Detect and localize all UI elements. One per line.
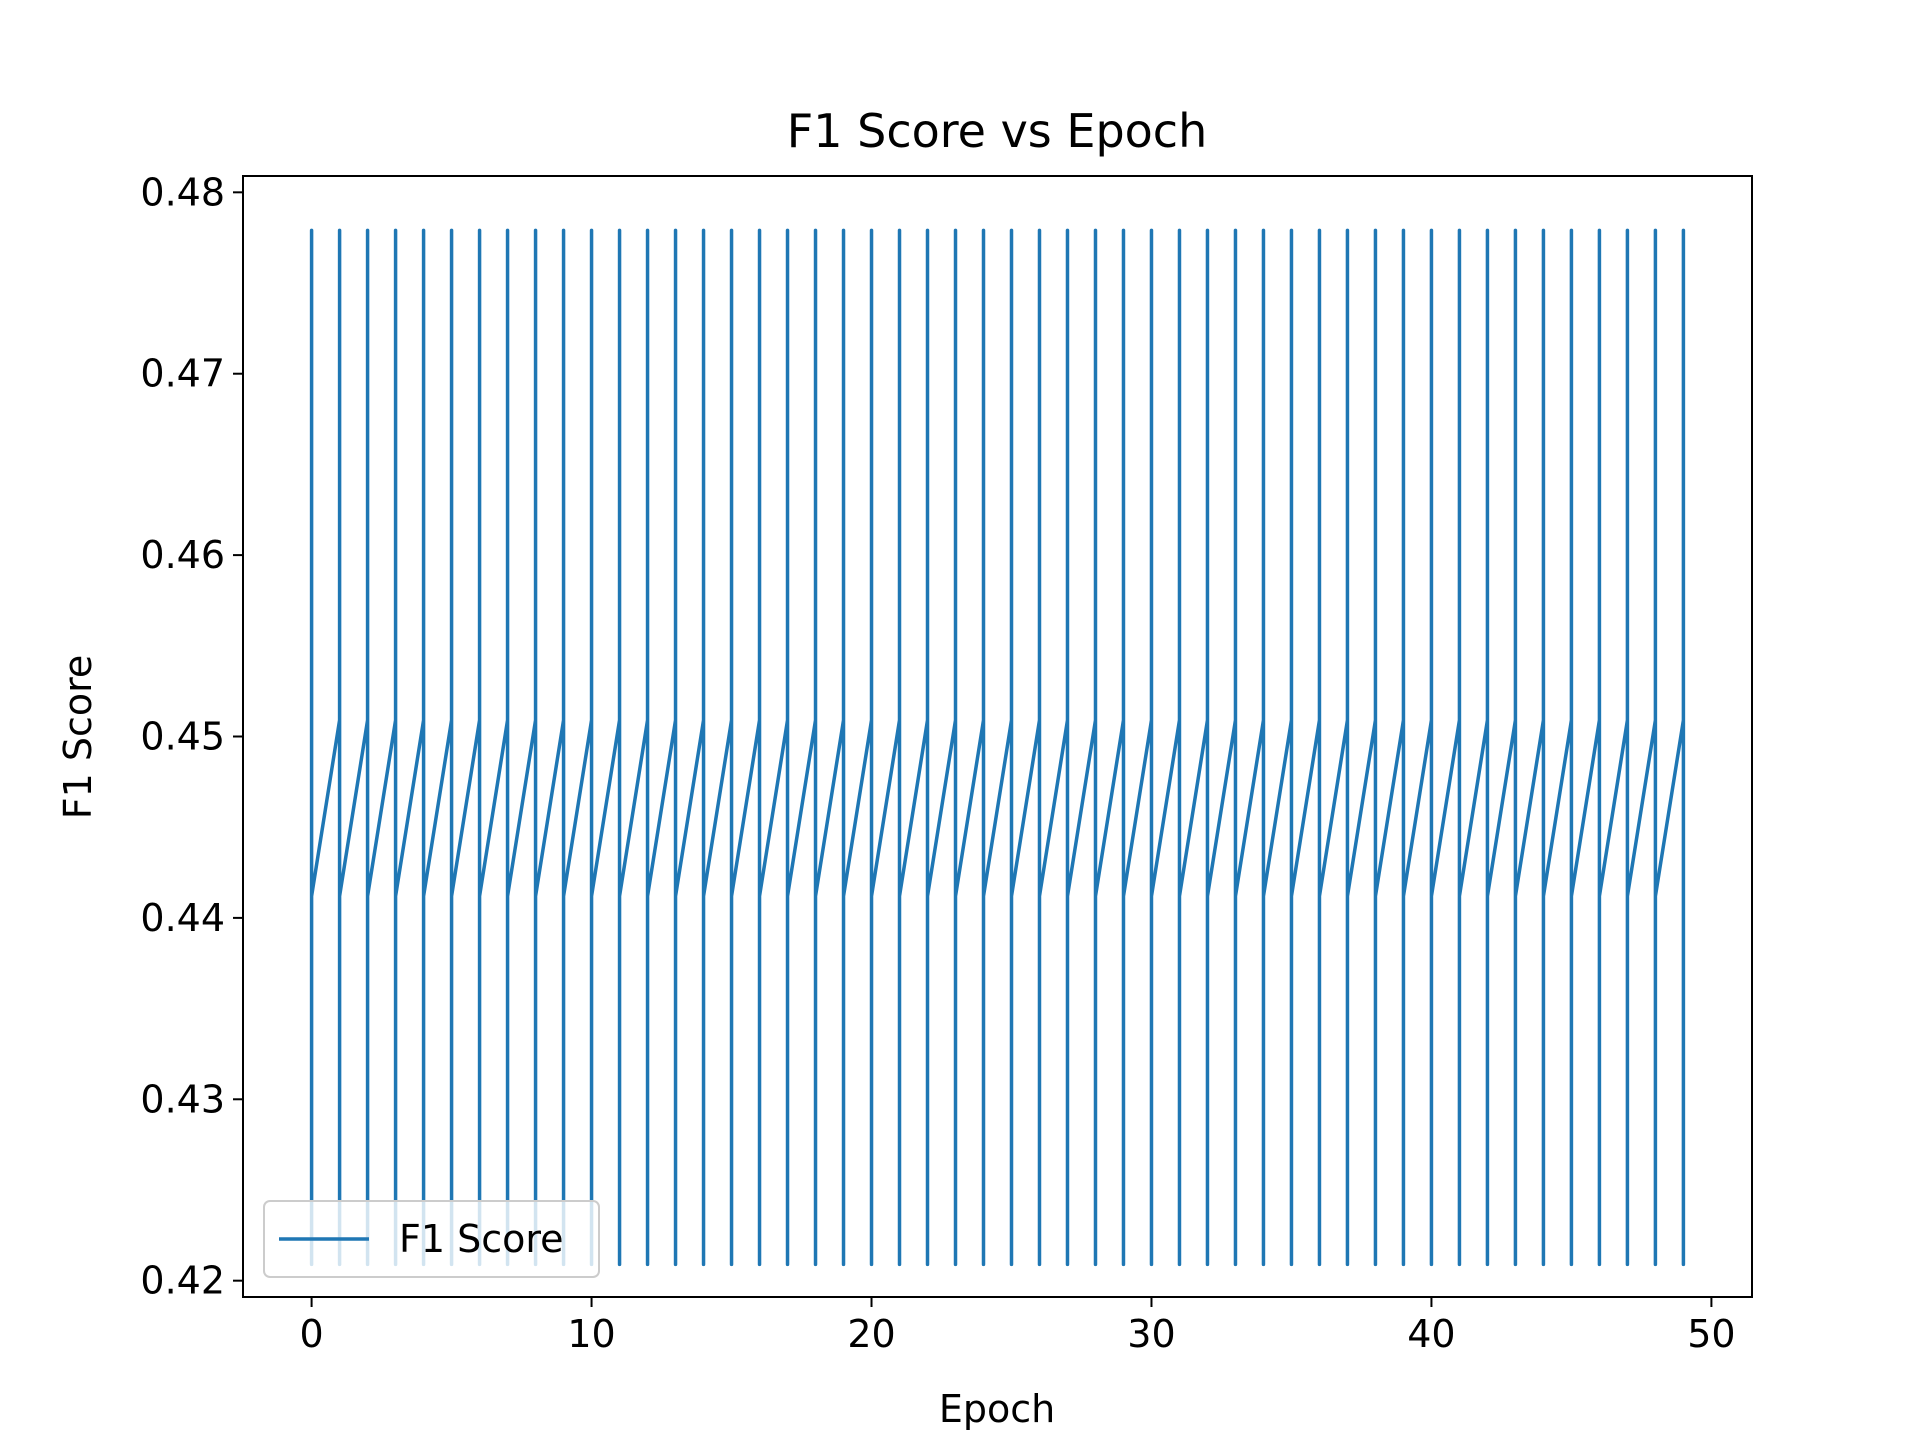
y-tick-label: 0.45 — [140, 715, 225, 759]
legend-box — [263, 1200, 600, 1278]
y-axis: 0.42 0.43 0.44 0.45 0.46 0.47 0.48 — [140, 170, 243, 1303]
chart-title: F1 Score vs Epoch — [787, 104, 1207, 158]
series-f1-score — [309, 228, 1686, 1267]
x-axis-label: Epoch — [939, 1387, 1055, 1431]
x-tick-label: 10 — [567, 1312, 615, 1356]
x-tick-label: 40 — [1407, 1312, 1455, 1356]
y-tick-label: 0.47 — [140, 352, 225, 396]
y-tick-label: 0.42 — [140, 1259, 225, 1303]
x-tick-label: 0 — [299, 1312, 323, 1356]
y-axis-label: F1 Score — [56, 655, 100, 820]
y-tick-label: 0.44 — [140, 896, 225, 940]
series-line — [309, 228, 1686, 1267]
x-tick-label: 30 — [1127, 1312, 1175, 1356]
y-tick-label: 0.46 — [140, 533, 225, 577]
legend: F1 Score — [263, 1200, 600, 1278]
y-tick-label: 0.43 — [140, 1077, 225, 1121]
x-axis: 0 10 20 30 40 50 — [299, 1297, 1736, 1356]
x-tick-label: 20 — [847, 1312, 895, 1356]
y-tick-label: 0.48 — [140, 170, 225, 214]
x-tick-label: 50 — [1687, 1312, 1735, 1356]
legend-label: F1 Score — [399, 1217, 564, 1261]
